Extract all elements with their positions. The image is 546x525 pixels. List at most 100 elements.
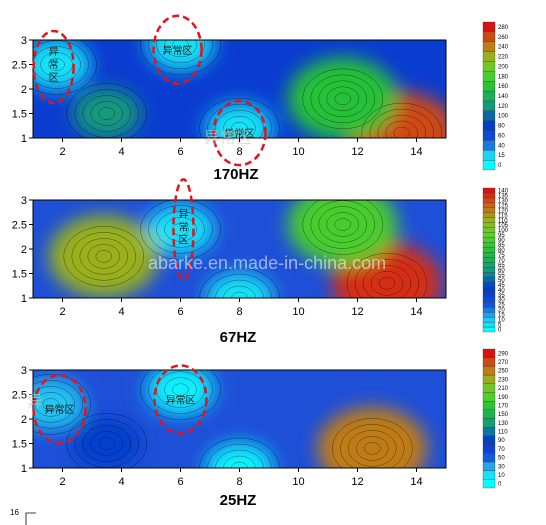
x-tick-label: 4 [118,476,124,488]
colorbar-tick-label: 120 [498,104,509,110]
contour-line [148,40,213,70]
colorbar-swatch [482,302,496,308]
colorbar-tick-label: 100 [498,228,509,234]
colorbar-swatch [482,321,496,328]
colorbar-swatch [482,81,496,92]
colorbar: 0 15 40 60 80 100 120 140 160 180 200 220 240 260 280 [482,21,509,171]
contour-line [378,277,396,290]
contour-line [33,46,81,83]
contour-line [33,374,91,435]
heatmap-panel: 2 4 6 8 10 12 1411.522.53异常区异常区异常区015406080100… [12,14,509,183]
value-region [205,442,274,468]
anomaly-marker [32,373,87,445]
colorbar-swatch [482,257,496,263]
contour-line [231,291,248,298]
value-region [287,57,398,138]
value-region [205,102,274,138]
colorbar-tick-label: 10 [498,318,505,324]
colorbar-tick-label: 60 [498,133,505,139]
value-region [146,40,215,71]
colorbar-swatch [482,197,496,204]
colorbar-tick-label: 15 [498,313,505,319]
colorbar-tick-label: 150 [498,412,509,418]
colorbar-swatch [482,262,496,268]
contour-line [215,109,264,138]
value-field [33,40,446,138]
contour-line [42,398,59,411]
x-tick-label: 14 [410,146,422,158]
colorbar-tick-label: 0 [498,163,502,169]
contour-line [82,425,131,462]
colorbar-swatch [482,392,496,402]
colorbar-tick-label: 75 [498,253,505,259]
y-tick-label: 3 [21,195,27,207]
value-region [317,407,428,468]
value-region [205,272,274,298]
colorbar-swatch [482,61,496,72]
colorbar-swatch [482,21,496,33]
colorbar-swatch [482,444,496,454]
value-region [33,40,91,90]
y-tick-label: 3 [21,35,27,47]
colorbar-swatch [482,222,496,228]
contour-line [207,273,272,298]
contour-line [71,232,137,281]
anomaly-label: 异常区 [163,44,193,57]
colorbar-swatch [482,348,496,358]
colorbar-tick-label: 115 [498,213,508,219]
colorbar-tick-label: 140 [498,94,509,100]
contour-line [33,40,97,95]
colorbar-tick-label: 240 [498,45,509,51]
value-region [48,215,159,298]
colorbar-swatch [482,470,496,480]
colorbar-swatch [482,90,496,102]
ghost-annotation: 异 [27,392,43,411]
contour-line [140,370,221,420]
colorbar-swatch [482,130,496,141]
contour-line [393,126,410,138]
contour-line [199,437,280,468]
colorbar-swatch [482,207,496,213]
contour-line [369,108,434,138]
contour-line [164,217,197,242]
y-tick-label: 2.5 [12,220,27,232]
colorbar-swatch [482,71,496,82]
colorbar-tick-label: 230 [498,377,509,383]
contour-line [377,114,426,138]
contour-line [172,40,189,52]
colorbar-swatch [482,400,496,410]
colorbar-swatch [482,51,496,62]
colorbar-tick-label: 95 [498,233,505,239]
colorbar-swatch [482,374,496,384]
contour-line [223,285,256,298]
contour-line [332,418,413,468]
anomaly-marker [212,99,267,167]
colorbar-tick-label: 170 [498,403,509,409]
colorbar-swatch [482,461,496,471]
y-tick-label: 2.5 [12,60,27,72]
colorbar-tick-label: 20 [498,308,505,314]
anomaly-label: 常 [178,220,188,233]
colorbar-swatch [482,453,496,463]
y-tick-label: 2 [21,84,27,96]
colorbar-tick-label: 45 [498,283,505,289]
contour-line [66,83,147,138]
colorbar-swatch [482,212,496,218]
contour-line [82,95,131,132]
contour-line [156,40,205,64]
contour-line [140,40,221,76]
colorbar-swatch [482,479,496,489]
contour-line [231,121,248,135]
contour-line [48,58,65,71]
y-tick-label: 1.5 [12,109,27,121]
colorbar-swatch [482,277,496,283]
x-tick-label: 2 [59,476,65,488]
contour-line [302,200,383,255]
colorbar-swatch [482,383,496,393]
colorbar-swatch [482,120,496,131]
colorbar-tick-label: 120 [498,208,509,214]
contour-line [340,424,405,468]
colorbar-swatch [482,247,496,253]
colorbar-tick-label: 270 [498,360,509,366]
colorbar-tick-label: 140 [498,188,509,194]
